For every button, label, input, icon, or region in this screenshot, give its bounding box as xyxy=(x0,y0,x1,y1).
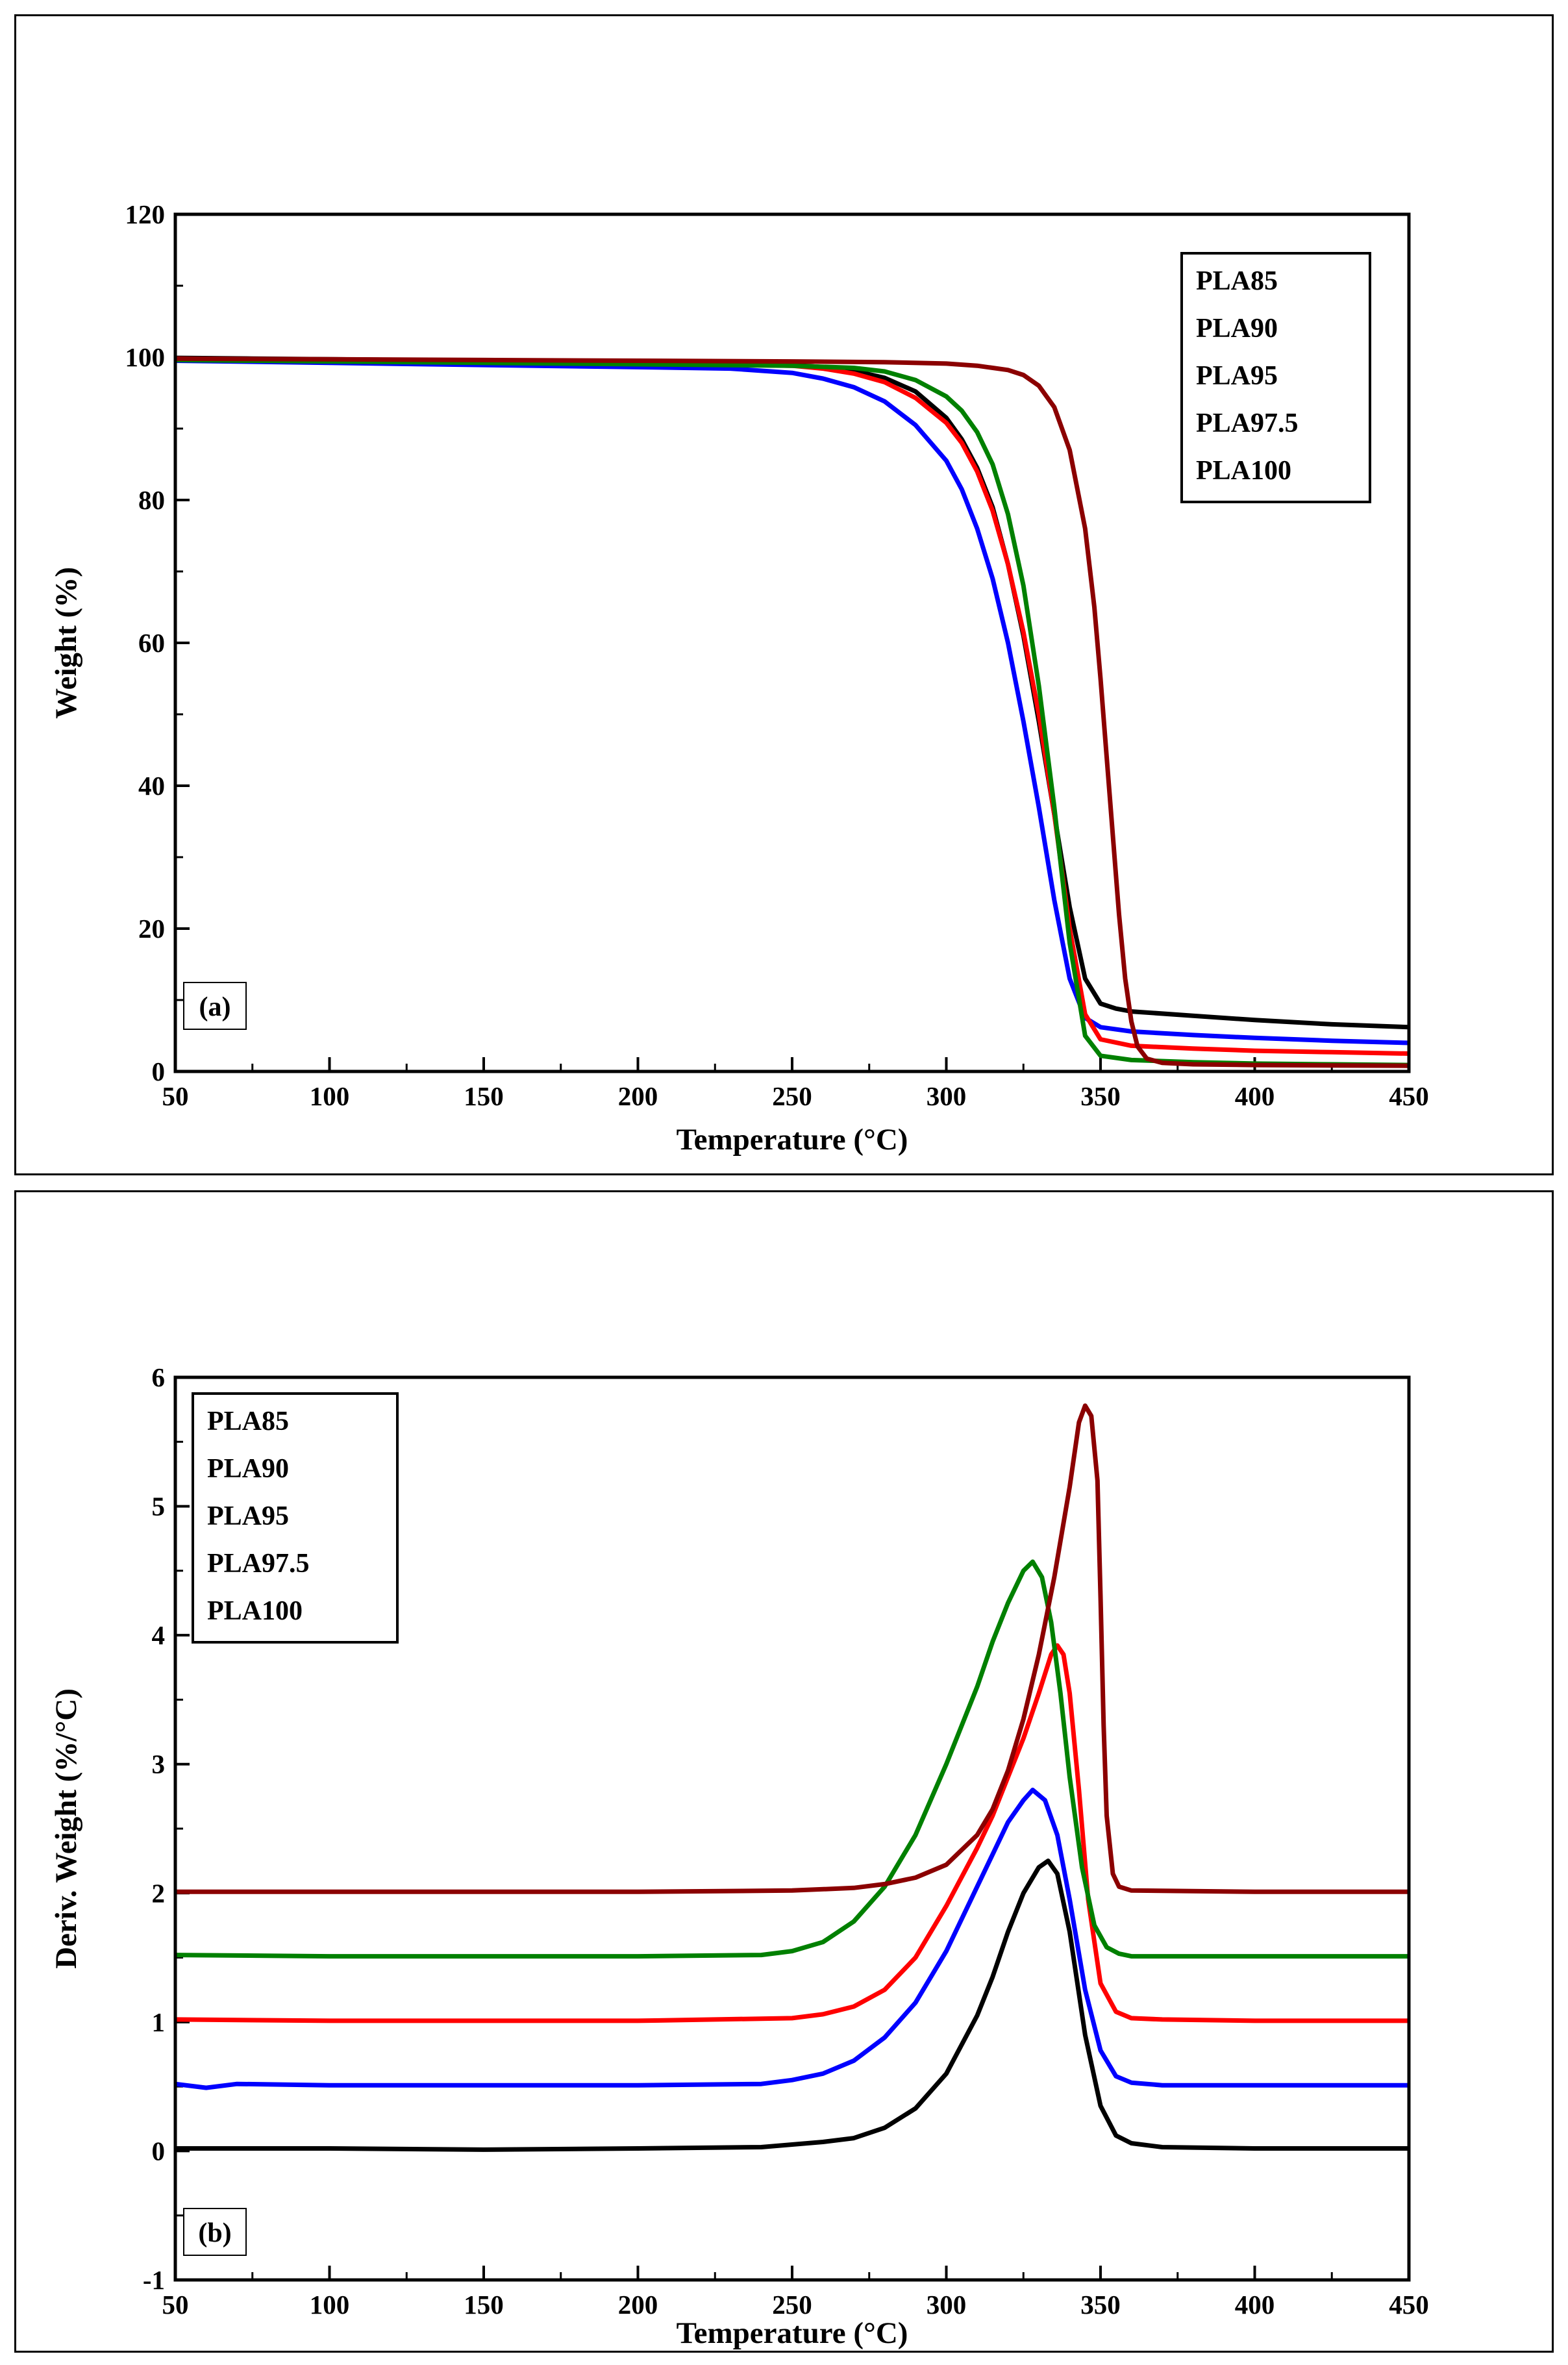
x-tick-label: 350 xyxy=(1080,1081,1121,1111)
dtg-deriv-chart: 50 100 150 200 250 300 350 400 450 -1 0 1 2 3 4 5 6 Tempe… xyxy=(49,1362,1429,2350)
series-line-PLA97.5 xyxy=(175,357,1409,1068)
panel-label: (a) xyxy=(183,982,247,1030)
y-tick-label: 80 xyxy=(138,485,165,515)
plot-frame xyxy=(173,212,1411,1073)
panel-label-text: (a) xyxy=(199,992,231,1022)
x-axis-ticks: 50 100 150 200 250 300 350 400 450 xyxy=(162,1057,1429,1111)
y-tick-label: 120 xyxy=(125,199,166,229)
x-tick-label: 50 xyxy=(162,1081,189,1111)
legend-entry-PLA85: PLA85 xyxy=(1196,266,1278,296)
legend-entry-PLA97.5: PLA97.5 xyxy=(1196,408,1299,438)
y-tick-label: 0 xyxy=(152,1057,166,1086)
panel-label: (b) xyxy=(183,2208,247,2256)
y-tick-label: 0 xyxy=(152,2136,166,2166)
x-tick-label: 50 xyxy=(162,2290,189,2320)
x-tick-label: 250 xyxy=(772,2290,812,2320)
minor-ticks xyxy=(175,284,1333,1071)
panel-label-text: (b) xyxy=(198,2218,231,2248)
x-tick-label: 250 xyxy=(772,1081,812,1111)
x-axis-title: Temperature (°C) xyxy=(677,1123,908,1157)
legend-entry-PLA90: PLA90 xyxy=(1196,314,1278,344)
series-line-PLA95 xyxy=(175,1643,1409,2023)
series-group xyxy=(175,355,1409,1068)
legend-entry-PLA95: PLA95 xyxy=(1196,361,1278,391)
y-axis-ticks: -1 0 1 2 3 4 5 6 xyxy=(143,1362,190,2295)
y-axis-title: Deriv. Weight (%/°C) xyxy=(49,1688,83,1969)
y-tick-label: 100 xyxy=(125,342,166,372)
y-tick-label: 40 xyxy=(138,771,165,801)
series-group xyxy=(175,1403,1409,2152)
y-tick-label: 4 xyxy=(152,1620,166,1650)
legend-box xyxy=(1180,252,1371,503)
x-tick-label: 100 xyxy=(310,1081,350,1111)
x-tick-label: 350 xyxy=(1080,2290,1121,2320)
series-line-PLA100 xyxy=(175,1403,1409,1894)
x-tick-label: 400 xyxy=(1235,1081,1275,1111)
dtg-deriv-panel: 50 100 150 200 250 300 350 400 450 -1 0 1 2 3 4 5 6 Tempe… xyxy=(14,1190,1554,2353)
tga-weight-chart: 50 100 150 200 250 300 350 400 450 0 20 40 60 80 100 12… xyxy=(49,199,1429,1157)
legend-entry-PLA95: PLA95 xyxy=(207,1501,289,1531)
series-line-PLA85 xyxy=(175,1858,1409,2152)
x-tick-label: 300 xyxy=(927,2290,967,2320)
x-axis-title: Temperature (°C) xyxy=(677,2316,908,2350)
y-tick-label: 3 xyxy=(152,1749,166,1779)
series-line-PLA90 xyxy=(175,1787,1409,2090)
y-tick-label: 1 xyxy=(152,2007,166,2037)
series-line-PLA97.5 xyxy=(175,1559,1409,1959)
y-tick-label: 60 xyxy=(138,628,165,658)
series-line-PLA100 xyxy=(175,356,1409,1068)
x-tick-label: 150 xyxy=(464,2290,504,2320)
legend-entry-PLA100: PLA100 xyxy=(1196,456,1291,486)
legend: PLA85 PLA90 PLA95 PLA97.5 PLA100 xyxy=(192,1392,399,1644)
tga-weight-panel: 50 100 150 200 250 300 350 400 450 0 20 40 60 80 100 12… xyxy=(14,14,1554,1175)
y-tick-label: 2 xyxy=(152,1878,166,1908)
series-line-PLA90 xyxy=(175,358,1409,1045)
x-tick-label: 200 xyxy=(618,2290,658,2320)
y-axis-ticks: 0 20 40 60 80 100 120 xyxy=(125,199,190,1086)
x-tick-label: 400 xyxy=(1235,2290,1275,2320)
x-tick-label: 450 xyxy=(1389,1081,1429,1111)
y-tick-label: -1 xyxy=(143,2265,165,2295)
x-tick-label: 450 xyxy=(1389,2290,1429,2320)
y-tick-label: 5 xyxy=(152,1492,166,1521)
y-axis-title: Weight (%) xyxy=(49,567,83,719)
x-axis-ticks: 50 100 150 200 250 300 350 400 450 xyxy=(162,2266,1429,2320)
y-tick-label: 20 xyxy=(138,914,165,944)
legend-entry-PLA100: PLA100 xyxy=(207,1596,303,1626)
x-tick-label: 100 xyxy=(310,2290,350,2320)
legend-entry-PLA85: PLA85 xyxy=(207,1407,289,1436)
plot-frame xyxy=(173,1375,1411,2282)
legend-entry-PLA90: PLA90 xyxy=(207,1454,289,1484)
legend-box xyxy=(192,1392,399,1644)
x-tick-label: 150 xyxy=(464,1081,504,1111)
legend-entry-PLA97.5: PLA97.5 xyxy=(207,1549,310,1579)
y-tick-label: 6 xyxy=(152,1362,166,1392)
x-tick-label: 300 xyxy=(927,1081,967,1111)
legend: PLA85 PLA90 PLA95 PLA97.5 PLA100 xyxy=(1180,252,1371,503)
x-tick-label: 200 xyxy=(618,1081,658,1111)
